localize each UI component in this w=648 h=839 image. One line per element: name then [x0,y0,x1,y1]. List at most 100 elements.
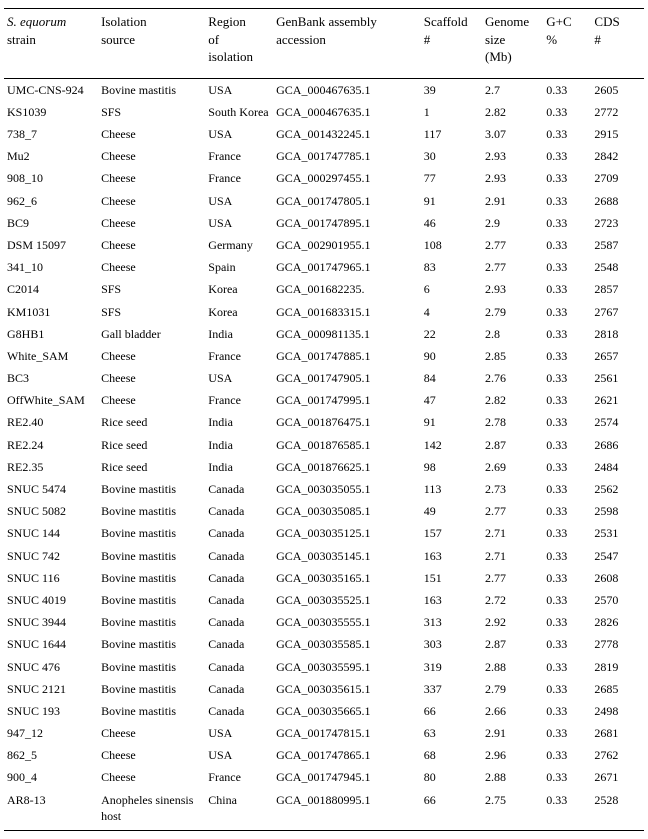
cell-accession: GCA_002901955.1 [273,234,421,256]
cell-region: Germany [205,234,273,256]
cell-genome: 2.96 [482,744,543,766]
table-row: SNUC 1644Bovine mastitisCanadaGCA_003035… [4,633,644,655]
cell-genome: 2.7 [482,78,543,101]
table-row: 947_12CheeseUSAGCA_001747815.1632.910.33… [4,722,644,744]
cell-gc: 0.33 [543,500,591,522]
cell-source: Bovine mastitis [98,545,205,567]
cell-genome: 2.72 [482,589,543,611]
cell-gc: 0.33 [543,323,591,345]
cell-cds: 2671 [591,766,644,788]
cell-region: Korea [205,278,273,300]
col-header-gc: G+C% [543,9,591,79]
cell-strain: AR8-13 [4,789,98,831]
cell-accession: GCA_003035615.1 [273,678,421,700]
cell-genome: 2.71 [482,522,543,544]
cell-cds: 2826 [591,611,644,633]
cell-strain: SNUC 1644 [4,633,98,655]
table-row: SNUC 193Bovine mastitisCanadaGCA_0030356… [4,700,644,722]
cell-source: SFS [98,301,205,323]
cell-source: Cheese [98,345,205,367]
table-row: Mu2CheeseFranceGCA_001747785.1302.930.33… [4,145,644,167]
cell-cds: 2819 [591,656,644,678]
cell-source: Bovine mastitis [98,478,205,500]
cell-cds: 2688 [591,190,644,212]
cell-genome: 2.75 [482,789,543,831]
cell-accession: GCA_001683315.1 [273,301,421,323]
cell-strain: SNUC 742 [4,545,98,567]
cell-scaffold: 68 [421,744,482,766]
cell-strain: RE2.40 [4,411,98,433]
cell-source: Bovine mastitis [98,522,205,544]
cell-source: Bovine mastitis [98,78,205,101]
cell-scaffold: 91 [421,190,482,212]
cell-source: Bovine mastitis [98,656,205,678]
cell-genome: 2.87 [482,633,543,655]
cell-region: Canada [205,656,273,678]
cell-genome: 2.91 [482,190,543,212]
table-row: SNUC 4019Bovine mastitisCanadaGCA_003035… [4,589,644,611]
cell-genome: 2.93 [482,167,543,189]
cell-accession: GCA_001747905.1 [273,367,421,389]
cell-strain: SNUC 4019 [4,589,98,611]
cell-gc: 0.33 [543,744,591,766]
cell-region: Korea [205,301,273,323]
cell-scaffold: 39 [421,78,482,101]
cell-accession: GCA_003035145.1 [273,545,421,567]
cell-genome: 2.87 [482,434,543,456]
table-row: RE2.24Rice seedIndiaGCA_001876585.11422.… [4,434,644,456]
cell-region: Canada [205,478,273,500]
cell-gc: 0.33 [543,766,591,788]
cell-region: India [205,434,273,456]
cell-scaffold: 22 [421,323,482,345]
cell-cds: 2605 [591,78,644,101]
cell-accession: GCA_001747965.1 [273,256,421,278]
cell-cds: 2686 [591,434,644,456]
cell-strain: RE2.35 [4,456,98,478]
table-row: SNUC 5474Bovine mastitisCanadaGCA_003035… [4,478,644,500]
cell-region: USA [205,744,273,766]
cell-genome: 2.88 [482,766,543,788]
table-row: 738_7CheeseUSAGCA_001432245.11173.070.33… [4,123,644,145]
cell-scaffold: 113 [421,478,482,500]
cell-cds: 2657 [591,345,644,367]
table-row: SNUC 144Bovine mastitisCanadaGCA_0030351… [4,522,644,544]
cell-scaffold: 49 [421,500,482,522]
cell-strain: 738_7 [4,123,98,145]
cell-source: Bovine mastitis [98,633,205,655]
cell-genome: 2.91 [482,722,543,744]
cell-accession: GCA_001432245.1 [273,123,421,145]
cell-source: Cheese [98,145,205,167]
cell-scaffold: 4 [421,301,482,323]
cell-gc: 0.33 [543,722,591,744]
cell-accession: GCA_001747785.1 [273,145,421,167]
table-row: BC3CheeseUSAGCA_001747905.1842.760.33256… [4,367,644,389]
cell-scaffold: 98 [421,456,482,478]
cell-region: USA [205,212,273,234]
cell-genome: 2.79 [482,678,543,700]
table-row: SNUC 3944Bovine mastitisCanadaGCA_003035… [4,611,644,633]
table-row: 962_6CheeseUSAGCA_001747805.1912.910.332… [4,190,644,212]
col-header-genome: Genomesize(Mb) [482,9,543,79]
cell-gc: 0.33 [543,167,591,189]
cell-accession: GCA_003035595.1 [273,656,421,678]
cell-genome: 2.85 [482,345,543,367]
cell-cds: 2685 [591,678,644,700]
cell-cds: 2561 [591,367,644,389]
cell-source: Cheese [98,123,205,145]
cell-source: Cheese [98,367,205,389]
table-row: SNUC 476Bovine mastitisCanadaGCA_0030355… [4,656,644,678]
cell-cds: 2484 [591,456,644,478]
cell-accession: GCA_003035585.1 [273,633,421,655]
cell-scaffold: 337 [421,678,482,700]
cell-cds: 2915 [591,123,644,145]
cell-cds: 2681 [591,722,644,744]
table-row: UMC-CNS-924Bovine mastitisUSAGCA_0004676… [4,78,644,101]
cell-source: Cheese [98,256,205,278]
cell-source: Rice seed [98,456,205,478]
cell-gc: 0.33 [543,78,591,101]
cell-strain: BC9 [4,212,98,234]
cell-accession: GCA_000981135.1 [273,323,421,345]
col-header-source: Isolationsource [98,9,205,79]
cell-scaffold: 303 [421,633,482,655]
table-row: G8HB1Gall bladderIndiaGCA_000981135.1222… [4,323,644,345]
